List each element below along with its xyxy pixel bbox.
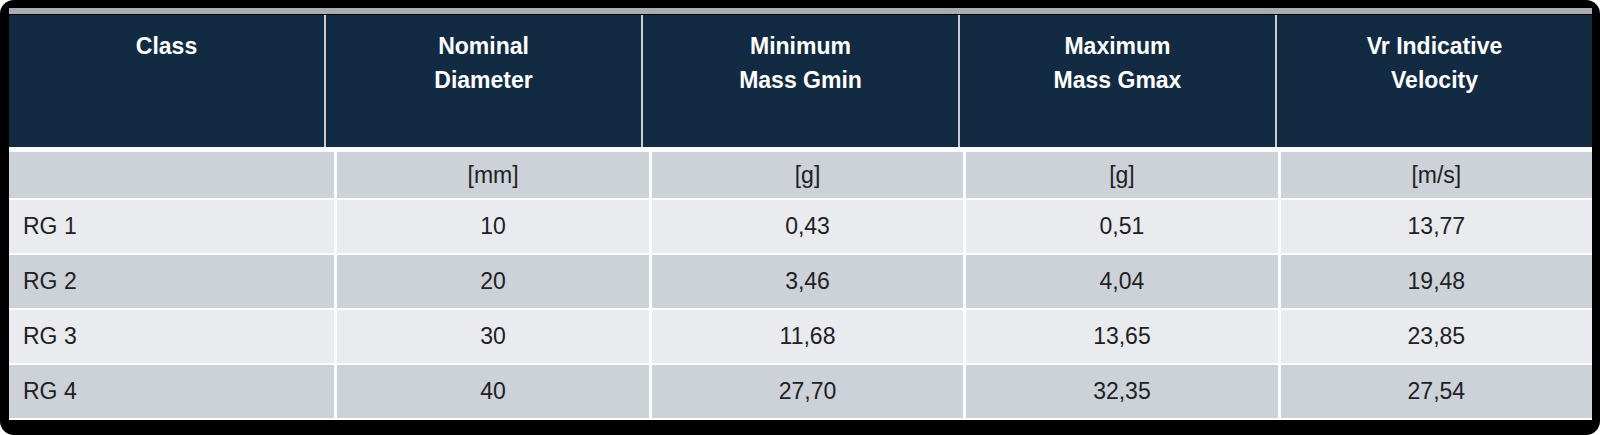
table-row-rg4: RG 4 40 27,70 32,35 27,54 [9, 365, 1592, 418]
cell-min-mass: 0,43 [652, 200, 966, 253]
cell-diameter: 10 [337, 200, 651, 253]
units-cell-ms: [m/s] [1281, 152, 1592, 198]
header-cell-minimum-mass: Minimum Mass Gmin [643, 15, 960, 147]
units-row: [mm] [g] [g] [m/s] [9, 152, 1592, 198]
hail-class-table: Class Nominal Diameter Minimum Mass Gmin… [9, 8, 1592, 420]
table-frame: Class Nominal Diameter Minimum Mass Gmin… [0, 0, 1600, 435]
header-cell-maximum-mass: Maximum Mass Gmax [960, 15, 1277, 147]
cell-max-mass: 4,04 [966, 255, 1280, 308]
header-cell-indicative-velocity: Vr Indicative Velocity [1277, 15, 1592, 147]
units-cell-mm: [mm] [337, 152, 651, 198]
header-cell-class: Class [9, 15, 326, 147]
cell-class: RG 2 [9, 255, 337, 308]
table-bottom-border [9, 418, 1592, 420]
table-top-border [9, 8, 1592, 14]
units-cell-g-min: [g] [652, 152, 966, 198]
header-cell-nominal-diameter: Nominal Diameter [326, 15, 643, 147]
cell-class: RG 3 [9, 310, 337, 363]
units-cell-class [9, 152, 337, 198]
cell-diameter: 20 [337, 255, 651, 308]
cell-max-mass: 13,65 [966, 310, 1280, 363]
cell-diameter: 30 [337, 310, 651, 363]
table-row-rg3: RG 3 30 11,68 13,65 23,85 [9, 310, 1592, 363]
cell-diameter: 40 [337, 365, 651, 418]
cell-min-mass: 3,46 [652, 255, 966, 308]
cell-class: RG 1 [9, 200, 337, 253]
units-cell-g-max: [g] [966, 152, 1280, 198]
cell-velocity: 13,77 [1281, 200, 1592, 253]
cell-max-mass: 0,51 [966, 200, 1280, 253]
table-row-rg2: RG 2 20 3,46 4,04 19,48 [9, 255, 1592, 308]
table-row-rg1: RG 1 10 0,43 0,51 13,77 [9, 200, 1592, 253]
cell-min-mass: 27,70 [652, 365, 966, 418]
cell-class: RG 4 [9, 365, 337, 418]
cell-velocity: 27,54 [1281, 365, 1592, 418]
table-header-row: Class Nominal Diameter Minimum Mass Gmin… [9, 15, 1592, 147]
cell-velocity: 19,48 [1281, 255, 1592, 308]
cell-min-mass: 11,68 [652, 310, 966, 363]
cell-max-mass: 32,35 [966, 365, 1280, 418]
cell-velocity: 23,85 [1281, 310, 1592, 363]
